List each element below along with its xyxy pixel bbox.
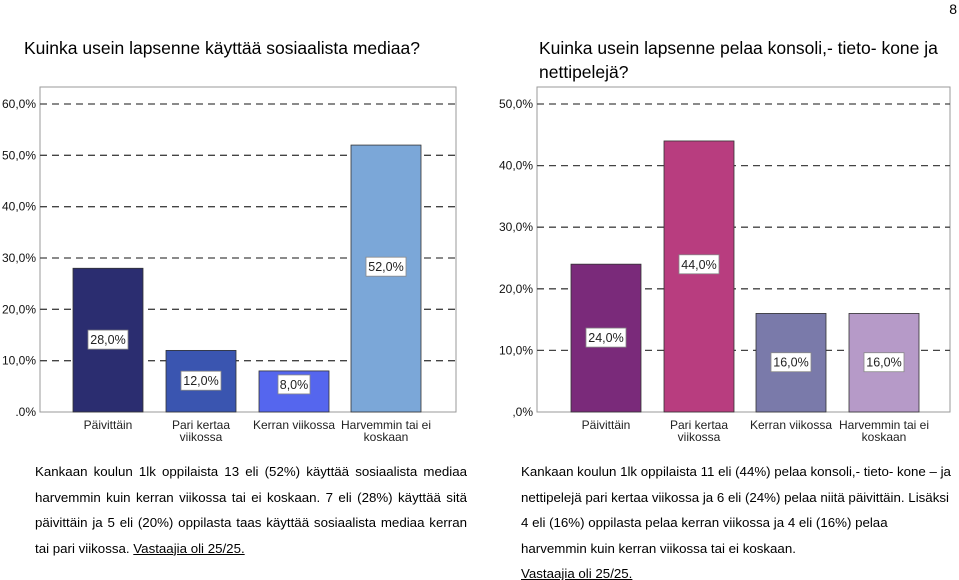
chart2-y-tick-label: 30,0% — [499, 220, 533, 234]
chart1-value-label: 8,0% — [280, 378, 309, 392]
chart1-category-label: Kerran viikossa — [253, 418, 335, 432]
chart1-category-label: Pari kertaa — [172, 418, 230, 432]
chart2-y-tick-label: 10,0% — [499, 343, 533, 357]
caption-social-media: Kankaan koulun 1lk oppilaista 13 eli (52… — [35, 459, 467, 561]
chart1-value-label-box — [277, 374, 311, 395]
chart1-y-tick-label: 50,0% — [2, 148, 36, 162]
chart2-value-label-box — [678, 254, 720, 275]
chart2-y-tick-label: 50,0% — [499, 97, 533, 111]
chart2-value-label-box — [585, 327, 627, 348]
chart2-value-label-box — [863, 352, 905, 373]
chart1-category-label: viikossa — [180, 430, 223, 444]
chart1-y-tick-label: 60,0% — [2, 97, 36, 111]
caption-text: Kankaan koulun 1lk oppilaista 13 eli (52… — [35, 464, 467, 556]
respondents-note: Vastaajia oli 25/25. — [521, 566, 633, 580]
chart-title-gaming: Kuinka usein lapsenne pelaa konsoli,- ti… — [539, 38, 938, 82]
chart2-value-label: 16,0% — [866, 356, 901, 370]
bar-charts: .0% 10,0% 20,0% 30,0% 40,0% 50,0% 60,0% 28,0% Pä… — [2, 86, 951, 444]
chart1-y-tick-label: .0% — [15, 405, 36, 419]
chart1-value-label-box — [87, 329, 129, 350]
chart2-y-tick-label: 20,0% — [499, 282, 533, 296]
chart1-bar — [350, 144, 422, 413]
chart1-y-tick-label: 10,0% — [2, 354, 36, 368]
chart1-value-label-box — [180, 370, 222, 391]
chart2-value-label: 44,0% — [681, 258, 716, 272]
chart2-bar — [663, 140, 735, 413]
chart1-y-tick-label: 40,0% — [2, 200, 36, 214]
chart1-y-tick-label: 30,0% — [2, 251, 36, 265]
chart2-y-tick-label: 40,0% — [499, 159, 533, 173]
chart2-value-label-box — [770, 352, 812, 373]
caption-gaming: Kankaan koulun 1lk oppilaista 11 eli (44… — [521, 459, 953, 580]
chart1-value-label: 12,0% — [183, 374, 218, 388]
chart2-value-label: 16,0% — [773, 356, 808, 370]
page-number: 8 — [949, 1, 957, 17]
chart2-category-label: koskaan — [862, 430, 907, 444]
chart1-category-label: Päivittäin — [84, 418, 133, 432]
chart1-value-label: 28,0% — [90, 333, 125, 347]
chart1-category-label: Harvemmin tai ei — [341, 418, 431, 432]
respondents-note: Vastaajia oli 25/25. — [133, 540, 245, 556]
chart-title-social-media: Kuinka usein lapsenne käyttää sosiaalist… — [24, 38, 420, 58]
chart2-category-label: Kerran viikossa — [750, 418, 832, 432]
chart2-plot-frame — [536, 86, 951, 413]
caption-text: Kankaan koulun 1lk oppilaista 11 eli (44… — [521, 464, 951, 556]
chart2-y-tick-label: ,0% — [512, 405, 533, 419]
chart1-value-label: 52,0% — [368, 260, 403, 274]
chart1-y-tick-label: 20,0% — [2, 302, 36, 316]
chart1-category-label: koskaan — [364, 430, 409, 444]
chart2-value-label: 24,0% — [588, 331, 623, 345]
chart1-plot-frame — [39, 86, 457, 413]
chart2-category-label: Päivittäin — [582, 418, 631, 432]
chart2-category-label: Pari kertaa — [670, 418, 728, 432]
chart2-category-label: viikossa — [678, 430, 721, 444]
chart1-value-label-box — [365, 256, 407, 277]
chart2-category-label: Harvemmin tai ei — [839, 418, 929, 432]
